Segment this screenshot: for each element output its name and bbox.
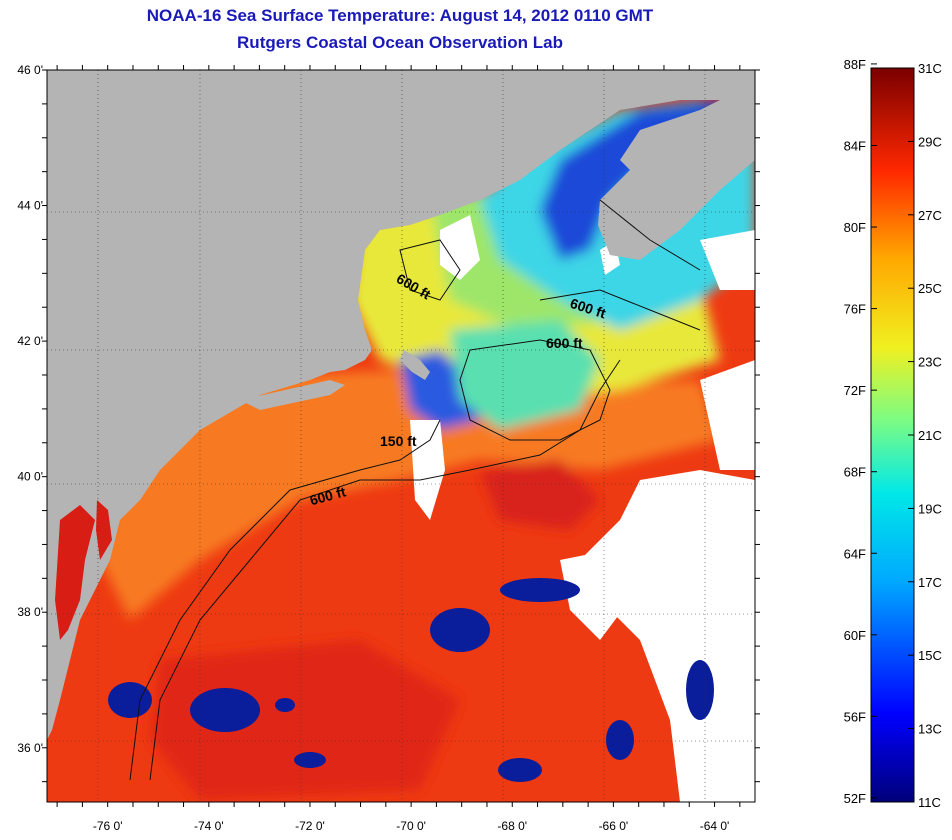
cape-cod <box>400 350 430 380</box>
colorbar-c-label: 17C <box>918 575 942 590</box>
cold-blobs <box>92 229 714 782</box>
sst-warm-south <box>150 640 460 800</box>
colorbar-c-label: 15C <box>918 648 942 663</box>
colorbar-f-label: 76F <box>844 302 866 317</box>
colorbar-c-label: 27C <box>918 208 942 223</box>
colorbar-ticks: 31C 29C 27C 25C 23C 21C 19C 17C 15C 13C 11C 88F 84F 8… <box>844 57 942 810</box>
colorbar-c-label: 13C <box>918 722 942 737</box>
page-subtitle: Rutgers Coastal Ocean Observation Lab <box>237 33 563 52</box>
lon-label: -64 0' <box>700 819 730 833</box>
lat-label: 40 0' <box>17 470 43 484</box>
sst-orange-band <box>100 370 720 620</box>
colorbar-f-label: 68F <box>844 465 866 480</box>
colorbar-f-label: 64F <box>844 546 866 561</box>
bays <box>55 500 112 640</box>
colorbar-c-label: 21C <box>918 428 942 443</box>
map-axes: 46 0' 44 0' 42 0' 40 0' 38 0' 36 0' -76 0' -74 … <box>17 63 760 833</box>
lon-label: -74 0' <box>194 819 224 833</box>
colorbar-c-label: 31C <box>918 61 942 76</box>
colorbar-c-label: 11C <box>918 795 941 810</box>
long-island <box>240 380 345 410</box>
nova-scotia <box>598 150 755 260</box>
colorbar-c-label: 25C <box>918 281 942 296</box>
lat-label: 38 0' <box>17 605 43 619</box>
lon-label: -68 0' <box>497 819 527 833</box>
contour-label: 150 ft <box>380 433 417 449</box>
lat-label: 44 0' <box>17 199 43 213</box>
colorbar-f-label: 72F <box>844 383 866 398</box>
colorbar-f-label: 56F <box>844 709 866 724</box>
colorbar-f-label: 60F <box>844 628 866 643</box>
colorbar-c-label: 23C <box>918 355 942 370</box>
colorbar-f-label: 52F <box>844 791 866 806</box>
colorbar <box>870 67 915 803</box>
colorbar-f-label: 84F <box>844 138 866 153</box>
lon-label: -72 0' <box>295 819 325 833</box>
page-title: NOAA-16 Sea Surface Temperature: August … <box>146 6 654 25</box>
land <box>47 70 755 740</box>
colorbar-c-label: 29C <box>918 134 942 149</box>
depth-contours <box>129 199 701 781</box>
colorbar-f-label: 88F <box>844 57 866 72</box>
colorbar-f-label: 80F <box>844 220 866 235</box>
sst-warm-core <box>480 460 600 530</box>
lon-label: -70 0' <box>396 819 426 833</box>
colorbar-c-label: 19C <box>918 501 942 516</box>
contour-label: 600 ft <box>546 335 583 351</box>
lon-label: -66 0' <box>599 819 629 833</box>
lat-label: 46 0' <box>17 63 43 77</box>
lon-label: -76 0' <box>93 819 123 833</box>
map-frame <box>46 69 756 803</box>
lat-label: 36 0' <box>17 741 43 755</box>
lat-label: 42 0' <box>17 334 43 348</box>
